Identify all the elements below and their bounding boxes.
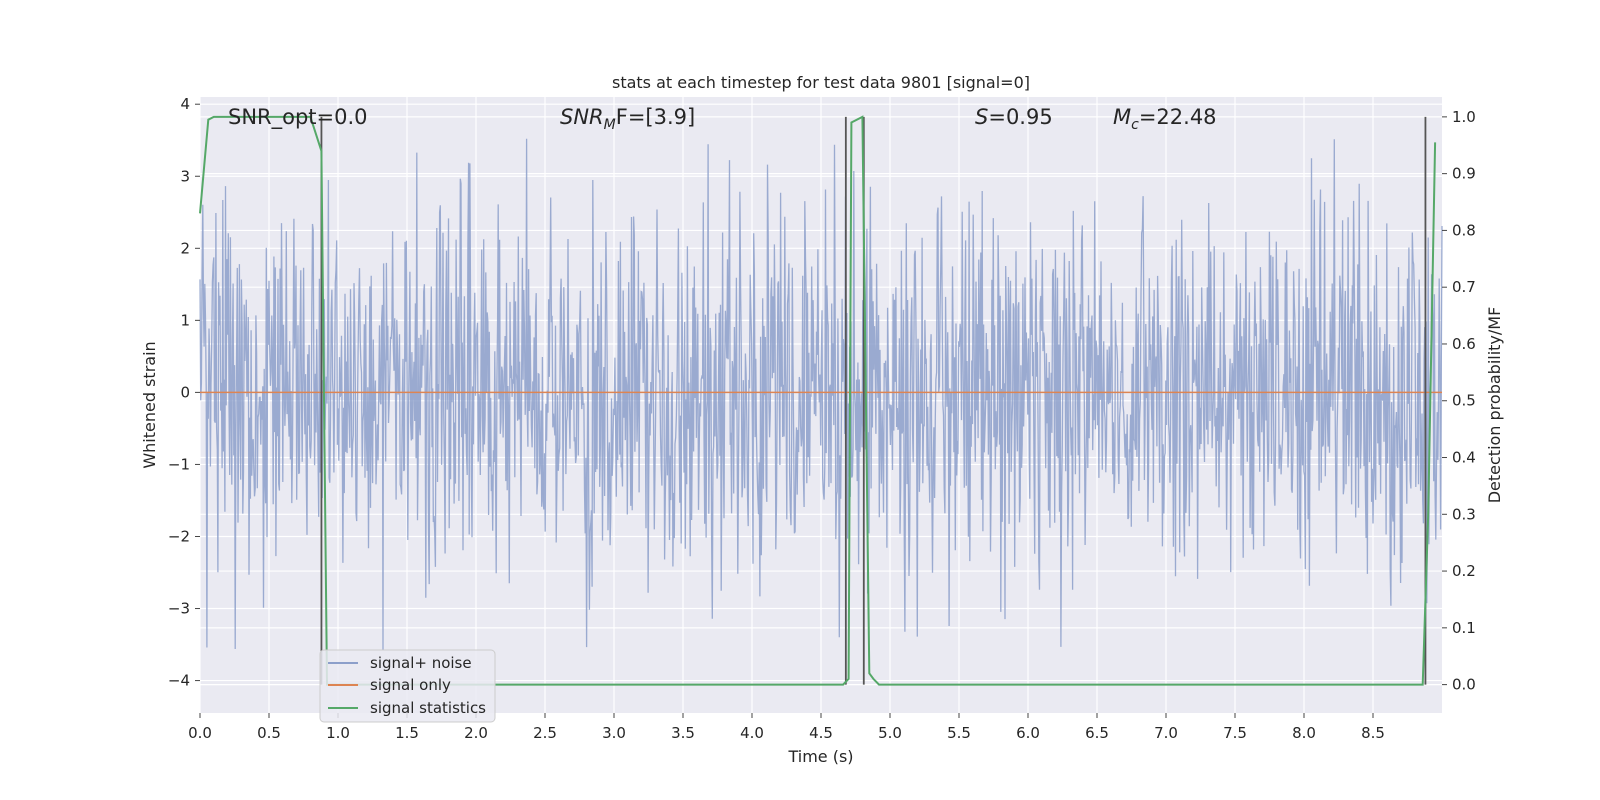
y-axis-left-label: Whitened strain: [140, 341, 159, 468]
x-tick-label: 4.0: [740, 724, 764, 742]
legend-label-signal: signal only: [370, 676, 451, 694]
legend: signal+ noise signal only signal statist…: [319, 649, 496, 723]
x-tick-label: 4.5: [809, 724, 833, 742]
x-tick-label: 0.0: [188, 724, 212, 742]
signal-statistics-series: [199, 115, 1437, 686]
y-left-tick-label: −2: [168, 527, 190, 545]
annotation-mc: Mc=22.48: [1113, 105, 1217, 133]
y-right-tick-label: 0.3: [1452, 505, 1476, 523]
x-tick-label: 7.5: [1223, 724, 1247, 742]
y-left-tick-label: −4: [168, 672, 190, 690]
legend-label-stats: signal statistics: [370, 699, 486, 717]
y-left-tick-label: −1: [168, 455, 190, 473]
y-axis-right-label: Detection probability/MF: [1485, 307, 1504, 504]
x-tick-label: 5.5: [947, 724, 971, 742]
x-tick-label: 0.5: [257, 724, 281, 742]
x-axis-ticks: 0.0 0.5 1.0 1.5 2.0 2.5 3.0 3.5 4.0 4.5 5.0 5.5 6.0 6…: [188, 713, 1385, 742]
x-tick-label: 3.5: [671, 724, 695, 742]
x-tick-label: 7.0: [1154, 724, 1178, 742]
x-tick-label: 1.5: [395, 724, 419, 742]
y-left-tick-label: 2: [180, 239, 190, 257]
y-right-tick-label: 0.4: [1452, 449, 1476, 467]
x-tick-label: 6.0: [1016, 724, 1040, 742]
x-tick-label: 3.0: [602, 724, 626, 742]
y-right-tick-label: 0.7: [1452, 278, 1476, 296]
x-tick-label: 1.0: [326, 724, 350, 742]
annotation-snr-mf: SNRMF=[3.9]: [560, 105, 695, 133]
x-tick-label: 6.5: [1085, 724, 1109, 742]
x-tick-label: 2.0: [464, 724, 488, 742]
y-axis-left-ticks: 4 3 2 1 0 −1 −2 −3 −4: [168, 95, 200, 690]
y-right-tick-label: 0.8: [1452, 221, 1476, 239]
x-tick-label: 8.0: [1292, 724, 1316, 742]
y-left-tick-label: −3: [168, 600, 190, 618]
annotation-snr-opt: SNR_opt=0.0: [228, 105, 368, 130]
y-left-tick-label: 0: [180, 383, 190, 401]
y-right-tick-label: 0.2: [1452, 562, 1476, 580]
y-right-tick-label: 0.5: [1452, 392, 1476, 410]
chart-title: stats at each timestep for test data 980…: [612, 73, 1030, 92]
y-left-tick-label: 1: [180, 311, 190, 329]
x-tick-label: 8.5: [1361, 724, 1385, 742]
legend-box: [319, 649, 496, 723]
x-tick-label: 5.0: [878, 724, 902, 742]
y-right-tick-label: 0.0: [1452, 676, 1476, 694]
y-left-tick-label: 3: [180, 167, 190, 185]
y-right-tick-label: 0.9: [1452, 165, 1476, 183]
y-axis-right-ticks: 1.0 0.9 0.8 0.7 0.6 0.5 0.4 0.3 0.2 0.1 0.0: [1442, 108, 1476, 694]
noise-trace: [199, 138, 1443, 651]
legend-label-noise: signal+ noise: [370, 654, 472, 672]
annotation-s: S=0.95: [975, 105, 1053, 129]
y-right-tick-label: 1.0: [1452, 108, 1476, 126]
y-right-tick-label: 0.6: [1452, 335, 1476, 353]
x-axis-label: Time (s): [787, 747, 853, 766]
signal-plus-noise-series: [199, 138, 1443, 651]
y-left-tick-label: 4: [180, 95, 190, 113]
y-right-tick-label: 0.1: [1452, 619, 1476, 637]
x-tick-label: 2.5: [533, 724, 557, 742]
